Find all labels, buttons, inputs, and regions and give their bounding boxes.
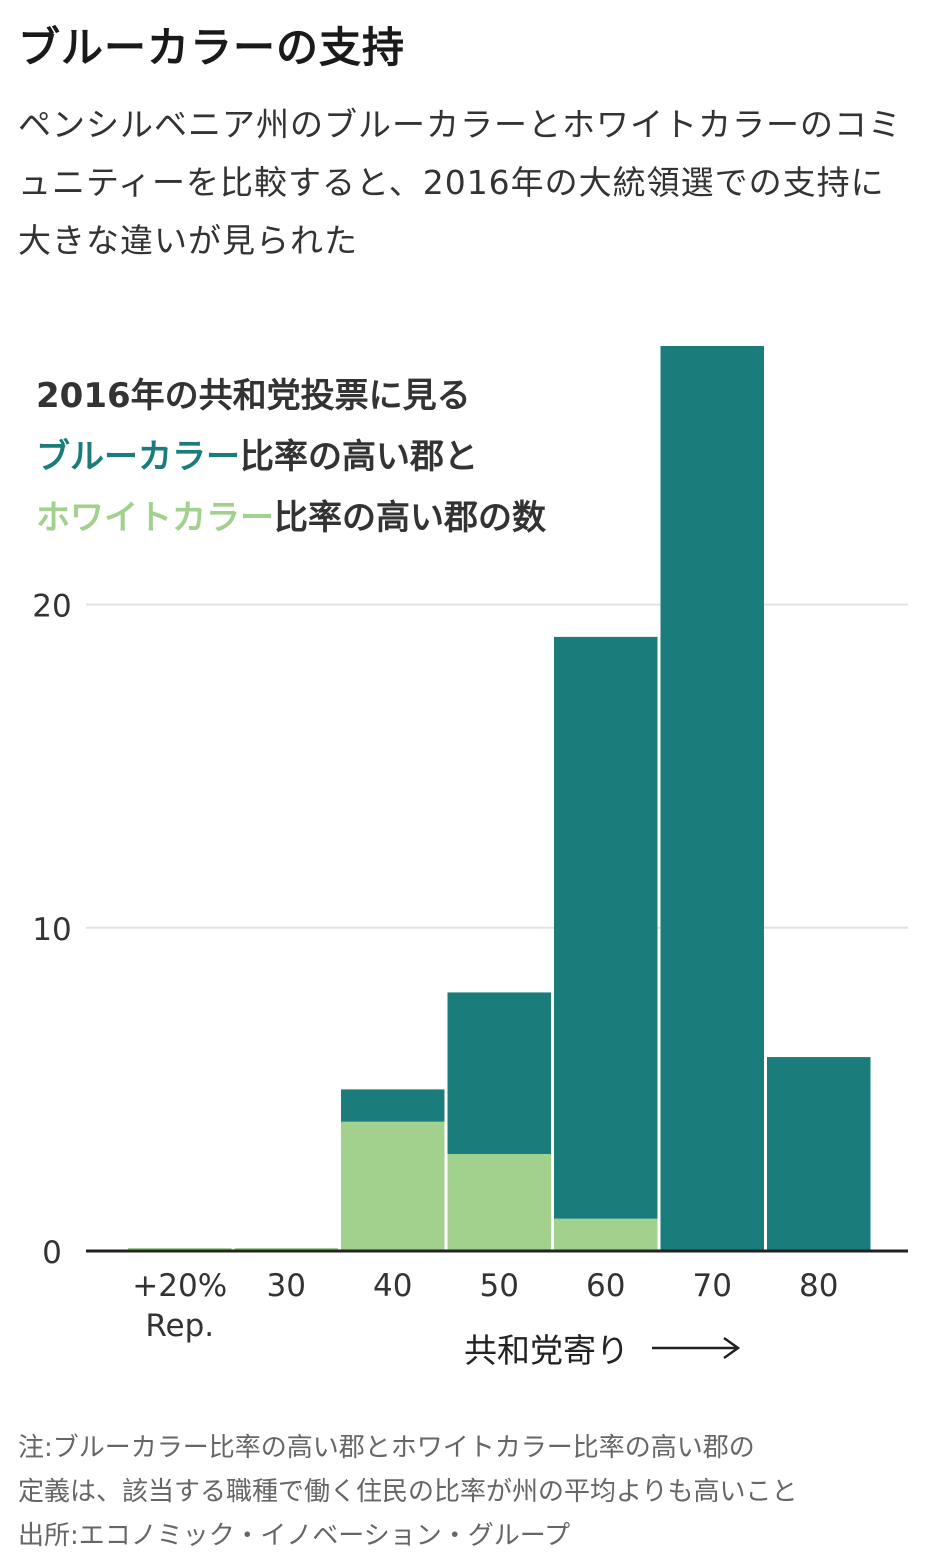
legend-heading: 2016年の共和党投票に見る — [36, 376, 471, 416]
footnote: 注:ブルーカラー比率の高い郡とホワイトカラー比率の高い郡の 定義は、該当する職種… — [18, 1426, 918, 1558]
x-tick-label-1: 30 — [267, 1268, 306, 1304]
legend-white-collar-label: ホワイトカラー — [36, 498, 274, 538]
x-axis-arrow-head — [723, 1336, 741, 1360]
bar-blue-collar-3 — [447, 992, 551, 1155]
legend-blue-collar-label: ブルーカラー — [36, 437, 240, 477]
x-tick-label-6: 80 — [799, 1268, 838, 1304]
y-tick-label-10: 10 — [32, 912, 71, 948]
x-tick-label-2: 40 — [373, 1268, 412, 1304]
x-tick-label-3: 50 — [480, 1268, 519, 1304]
legend: 2016年の共和党投票に見る ブルーカラー比率の高い郡と ホワイトカラー比率の高… — [36, 366, 546, 549]
bar-white-collar-4 — [554, 1218, 658, 1251]
x-tick-label-4: 60 — [586, 1268, 625, 1304]
bar-blue-collar-4 — [554, 636, 658, 1219]
bar-blue-collar-6 — [767, 1057, 871, 1251]
legend-blue-collar-suffix: 比率の高い郡と — [240, 437, 478, 477]
chart-subtitle: ペンシルベニア州のブルーカラーとホワイトカラーのコミュニティーを比較すると、20… — [18, 105, 902, 260]
bar-blue-collar-5 — [660, 346, 764, 1251]
bar-white-collar-3 — [447, 1154, 551, 1251]
y-tick-label-0: 0 — [42, 1235, 62, 1271]
footnote-note-line1: 注:ブルーカラー比率の高い郡とホワイトカラー比率の高い郡の — [18, 1433, 755, 1463]
y-tick-label-20: 20 — [32, 589, 71, 625]
x-tick-label-0: +20% Rep. — [132, 1268, 227, 1344]
x-axis-label: 共和党寄り — [464, 1331, 629, 1370]
footnote-note-line2: 定義は、該当する職種で働く住民の比率が州の平均よりも高いこと — [18, 1477, 798, 1507]
legend-blue-collar: ブルーカラー比率の高い郡と — [36, 427, 546, 488]
legend-white-collar: ホワイトカラー比率の高い郡の数 — [36, 488, 546, 549]
legend-white-collar-suffix: 比率の高い郡の数 — [274, 498, 546, 538]
histogram-chart: 0 10 20 +20% Rep. 30 40 50 60 70 80 共和党寄り — [32, 346, 908, 1370]
x-tick-label-5: 70 — [693, 1268, 732, 1304]
chart-title: ブルーカラーの支持 — [18, 23, 406, 72]
footnote-source: 出所:エコノミック・イノベーション・グループ — [18, 1521, 571, 1551]
bar-white-collar-2 — [341, 1121, 445, 1251]
bar-blue-collar-2 — [341, 1089, 445, 1122]
